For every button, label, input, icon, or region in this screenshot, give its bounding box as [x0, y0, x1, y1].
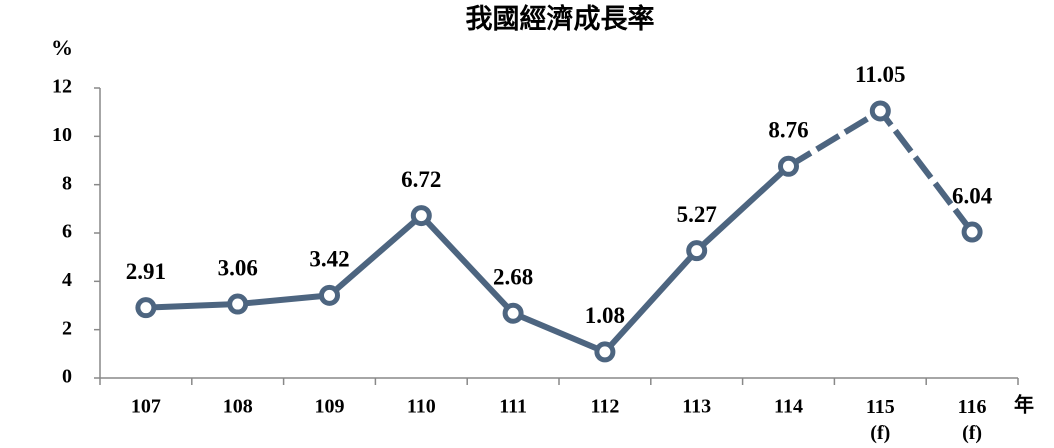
data-label: 11.05 — [855, 62, 905, 87]
y-tick-label: 10 — [52, 124, 72, 146]
point — [227, 293, 249, 315]
chart-title: 我國經濟成長率 — [466, 3, 655, 34]
x-tick-label: 109 — [315, 396, 345, 418]
point — [410, 205, 432, 227]
x-axis-label: 年 — [1014, 393, 1034, 417]
y-tick-label: 12 — [52, 76, 72, 98]
point — [135, 297, 157, 319]
x-tick-label: 112 — [590, 396, 619, 418]
y-tick-label: 0 — [62, 366, 72, 388]
point — [961, 221, 983, 243]
x-tick-label: 107 — [131, 396, 161, 418]
data-label: 2.91 — [126, 259, 166, 284]
data-label: 3.42 — [309, 247, 349, 272]
data-label: 6.72 — [401, 167, 441, 192]
data-label: 6.04 — [952, 183, 993, 208]
y-tick-label: 6 — [62, 221, 72, 243]
y-tick-label: 4 — [62, 269, 72, 291]
data-label: 2.68 — [493, 265, 533, 290]
x-tick-label: 111 — [499, 396, 527, 418]
line-actual — [145, 164, 791, 355]
point — [686, 240, 708, 262]
x-tick-label: 114 — [774, 396, 803, 418]
point — [502, 302, 524, 324]
line-forecast — [786, 106, 975, 234]
point — [778, 155, 799, 177]
data-label: 5.27 — [677, 202, 717, 227]
y-tick-label: 2 — [62, 317, 72, 339]
data-label: 1.08 — [585, 303, 625, 328]
x-tick-label: 110 — [407, 396, 436, 418]
x-tick-label: 116 (f) — [958, 396, 987, 444]
y-axis-label: % — [51, 35, 73, 60]
data-label: 3.06 — [218, 255, 258, 280]
x-tick-label: 115 (f) — [866, 396, 895, 444]
y-tick-label: 8 — [62, 172, 72, 194]
x-tick-label: 108 — [223, 396, 253, 418]
point — [319, 284, 340, 306]
x-tick-label: 113 — [682, 396, 711, 418]
point — [594, 341, 616, 363]
data-label: 8.76 — [768, 118, 808, 143]
point — [869, 100, 891, 122]
